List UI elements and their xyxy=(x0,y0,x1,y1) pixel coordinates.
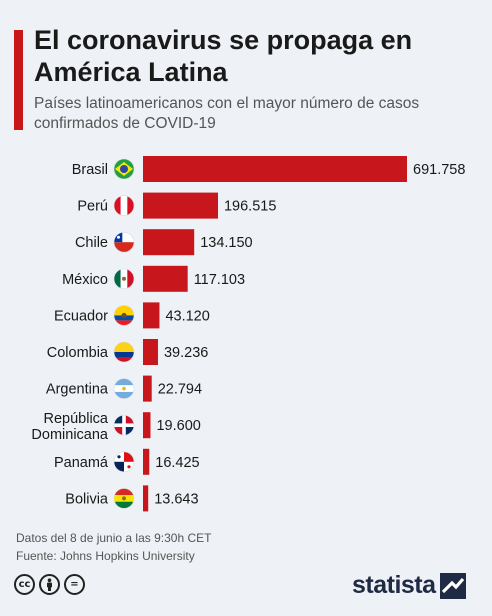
license-icons: cc = xyxy=(14,574,85,595)
chart-row: Bolivia 13.643 xyxy=(65,485,199,512)
category-label: República Dominicana xyxy=(31,411,108,443)
chart-row: México 117.103 xyxy=(62,265,245,292)
peru-flag-icon xyxy=(113,195,135,216)
creative-commons-icon[interactable]: cc xyxy=(14,574,35,595)
mexico-flag-icon xyxy=(113,268,135,290)
page-title: El coronavirus se propaga en América Lat… xyxy=(34,25,413,87)
bar xyxy=(143,375,152,402)
value-label: 196.515 xyxy=(224,199,276,215)
bar xyxy=(143,448,150,475)
chart-row: Panamá 16.425 xyxy=(54,448,200,475)
bar-chart: Brasil 691.758 Perú 196.515 Chile 134.150 Méxi… xyxy=(31,156,465,512)
value-label: 19.600 xyxy=(156,418,200,434)
category-label: Bolivia xyxy=(65,491,109,507)
category-label: Perú xyxy=(77,199,108,215)
chart-row: República Dominicana 19.600 xyxy=(31,411,200,443)
ecuador-flag-icon xyxy=(113,305,135,326)
source-note: Fuente: Johns Hopkins University xyxy=(16,549,195,563)
dominican-republic-flag-icon xyxy=(113,414,135,436)
no-derivatives-icon[interactable]: = xyxy=(64,574,85,595)
value-label: 22.794 xyxy=(158,382,202,398)
category-label: Colombia xyxy=(47,345,109,361)
chart-row: Argentina 22.794 xyxy=(46,375,202,402)
title-accent-bar xyxy=(14,30,23,130)
bar xyxy=(143,485,149,512)
value-label: 117.103 xyxy=(194,272,245,288)
category-label: Chile xyxy=(75,235,108,251)
data-date-note: Datos del 8 de junio a las 9:30h CET xyxy=(16,531,212,545)
chart-row: Ecuador 43.120 xyxy=(54,302,210,329)
chart-row: Perú 196.515 xyxy=(77,192,276,219)
bar xyxy=(143,265,188,292)
category-label: Ecuador xyxy=(54,308,108,324)
bar xyxy=(143,229,195,256)
bar xyxy=(143,192,218,219)
chart-row: Chile 134.150 xyxy=(75,229,253,256)
brazil-flag-icon xyxy=(113,158,135,180)
statista-logo[interactable]: statista xyxy=(352,571,466,600)
argentina-flag-icon xyxy=(113,378,135,399)
chart-row: Brasil 691.758 xyxy=(72,156,465,182)
category-label: Argentina xyxy=(46,382,109,398)
category-label: México xyxy=(62,272,108,288)
bar xyxy=(143,156,407,182)
value-label: 13.643 xyxy=(154,491,198,507)
page-subtitle: Países latinoamericanos con el mayor núm… xyxy=(34,95,420,132)
statista-logo-mark xyxy=(439,572,466,599)
bar xyxy=(143,412,151,439)
bar xyxy=(143,302,160,329)
attribution-icon[interactable] xyxy=(39,574,60,595)
value-label: 43.120 xyxy=(165,308,209,324)
chile-flag-icon xyxy=(113,231,135,253)
chart-row: Colombia 39.236 xyxy=(47,339,208,365)
value-label: 16.425 xyxy=(155,455,199,471)
bolivia-flag-icon xyxy=(113,488,135,509)
value-label: 134.150 xyxy=(200,235,252,251)
bar xyxy=(143,339,158,365)
statista-logo-text: statista xyxy=(352,571,436,599)
category-label: Brasil xyxy=(72,162,108,178)
category-label: Panamá xyxy=(54,455,109,471)
value-label: 39.236 xyxy=(164,345,208,361)
value-label: 691.758 xyxy=(413,162,465,178)
colombia-flag-icon xyxy=(113,341,135,363)
panama-flag-icon xyxy=(113,451,135,473)
